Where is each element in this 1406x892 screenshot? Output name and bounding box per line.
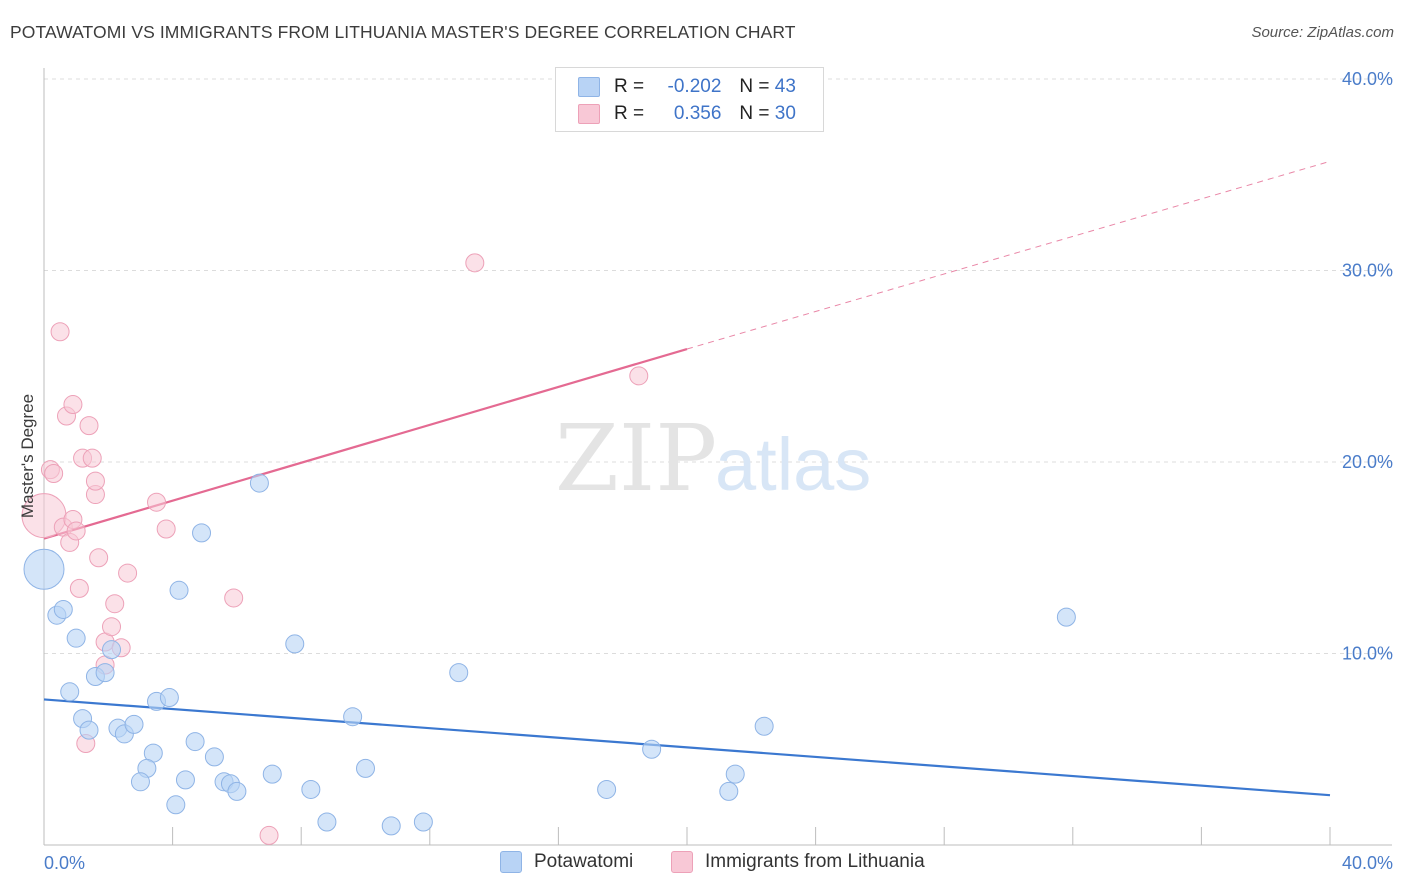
r-label: R = xyxy=(614,76,645,97)
potawatomi-point xyxy=(185,732,205,752)
y-tick-label: 20.0% xyxy=(1342,452,1393,472)
lithuania-swatch xyxy=(578,104,600,124)
potawatomi-point xyxy=(413,812,433,832)
n-value: 43 xyxy=(774,76,796,97)
potawatomi-point xyxy=(79,720,99,740)
lithuania-trend-extension xyxy=(686,160,1331,350)
potawatomi-point xyxy=(754,716,774,736)
x-tick-label: 0.0% xyxy=(44,853,85,873)
grid-lines xyxy=(44,78,1392,654)
lithuania-point xyxy=(69,578,89,598)
y-tick-label: 30.0% xyxy=(1342,261,1393,281)
lithuania-point xyxy=(259,825,279,845)
lithuania-point xyxy=(63,395,83,415)
stats-legend: R = -0.202 N = 43 R = 0.356 N = 30 xyxy=(555,67,824,132)
potawatomi-point xyxy=(130,772,150,792)
potawatomi-point xyxy=(343,707,363,727)
n-label: N = xyxy=(739,103,770,124)
y-axis-label: Master's Degree xyxy=(18,394,37,518)
chart-title: POTAWATOMI VS IMMIGRANTS FROM LITHUANIA … xyxy=(10,22,796,42)
potawatomi-point xyxy=(66,628,86,648)
potawatomi-point xyxy=(60,682,80,702)
source-label: Source: ZipAtlas.com xyxy=(1251,24,1394,41)
potawatomi-point xyxy=(169,580,189,600)
lithuania-point xyxy=(118,563,138,583)
r-value: -0.202 xyxy=(667,76,722,97)
lithuania-point xyxy=(44,463,64,483)
lithuania-point xyxy=(224,588,244,608)
stats-row-potawatomi: R = -0.202 N = 43 xyxy=(578,74,796,100)
potawatomi-point xyxy=(262,764,282,784)
lithuania-point xyxy=(50,322,70,342)
lithuania-point xyxy=(85,471,105,491)
potawatomi-point xyxy=(102,640,122,660)
potawatomi-point xyxy=(381,816,401,836)
potawatomi-legend-swatch xyxy=(500,851,522,873)
potawatomi-point xyxy=(642,739,662,759)
lithuania-point xyxy=(82,448,102,468)
stats-row-lithuania: R = 0.356 N = 30 xyxy=(578,101,796,127)
legend-item-potawatomi[interactable]: Potawatomi xyxy=(500,851,633,873)
potawatomi-point xyxy=(249,473,269,493)
potawatomi-point xyxy=(95,663,115,683)
n-value: 30 xyxy=(774,103,796,124)
lithuania-point xyxy=(465,253,485,273)
lithuania-point xyxy=(629,366,649,386)
potawatomi-point xyxy=(719,781,739,801)
potawatomi-point xyxy=(166,795,186,815)
axes xyxy=(43,68,1392,846)
potawatomi-point xyxy=(23,548,65,590)
potawatomi-point xyxy=(301,779,321,799)
y-tick-label: 10.0% xyxy=(1342,644,1393,664)
potawatomi-point xyxy=(597,779,617,799)
potawatomi-point xyxy=(449,663,469,683)
potawatomi-point xyxy=(124,714,144,734)
potawatomi-point xyxy=(192,523,212,543)
watermark: ZIP atlas xyxy=(555,405,871,512)
lithuania-point xyxy=(66,521,86,541)
legend-item-lithuania[interactable]: Immigrants from Lithuania xyxy=(671,851,925,873)
tick-labels: 10.0% 20.0% 30.0% 40.0% 0.0% 40.0% xyxy=(44,69,1393,873)
potawatomi-point xyxy=(356,758,375,778)
potawatomi-point xyxy=(1056,607,1076,627)
legend-label: Potawatomi xyxy=(534,851,634,872)
r-value: 0.356 xyxy=(673,103,722,124)
lithuania-point xyxy=(147,492,167,512)
potawatomi-point xyxy=(317,812,337,832)
lithuania-point xyxy=(105,594,125,614)
potawatomi-point xyxy=(725,764,745,784)
potawatomi-point xyxy=(159,688,179,708)
watermark-zip: ZIP xyxy=(555,405,717,512)
y-tick-label: 40.0% xyxy=(1342,69,1393,89)
lithuania-point xyxy=(89,548,109,568)
r-label: R = xyxy=(614,103,645,124)
n-label: N = xyxy=(739,76,770,97)
lithuania-point xyxy=(102,617,122,637)
series-legend: Potawatomi Immigrants from Lithuania xyxy=(0,851,1406,879)
potawatomi-trend-line xyxy=(43,698,1331,797)
lithuania-legend-swatch xyxy=(671,851,693,873)
watermark-atlas: atlas xyxy=(715,423,871,506)
potawatomi-point xyxy=(175,770,195,790)
potawatomi-point xyxy=(285,634,305,654)
potawatomi-point xyxy=(204,747,224,767)
potawatomi-point xyxy=(227,781,247,801)
x-tick-label: 40.0% xyxy=(1342,853,1393,873)
lithuania-point xyxy=(79,416,99,436)
lithuania-point xyxy=(156,519,176,539)
potawatomi-point xyxy=(53,599,73,619)
potawatomi-swatch xyxy=(578,77,600,97)
data-points xyxy=(21,253,1076,845)
legend-label: Immigrants from Lithuania xyxy=(705,851,925,872)
